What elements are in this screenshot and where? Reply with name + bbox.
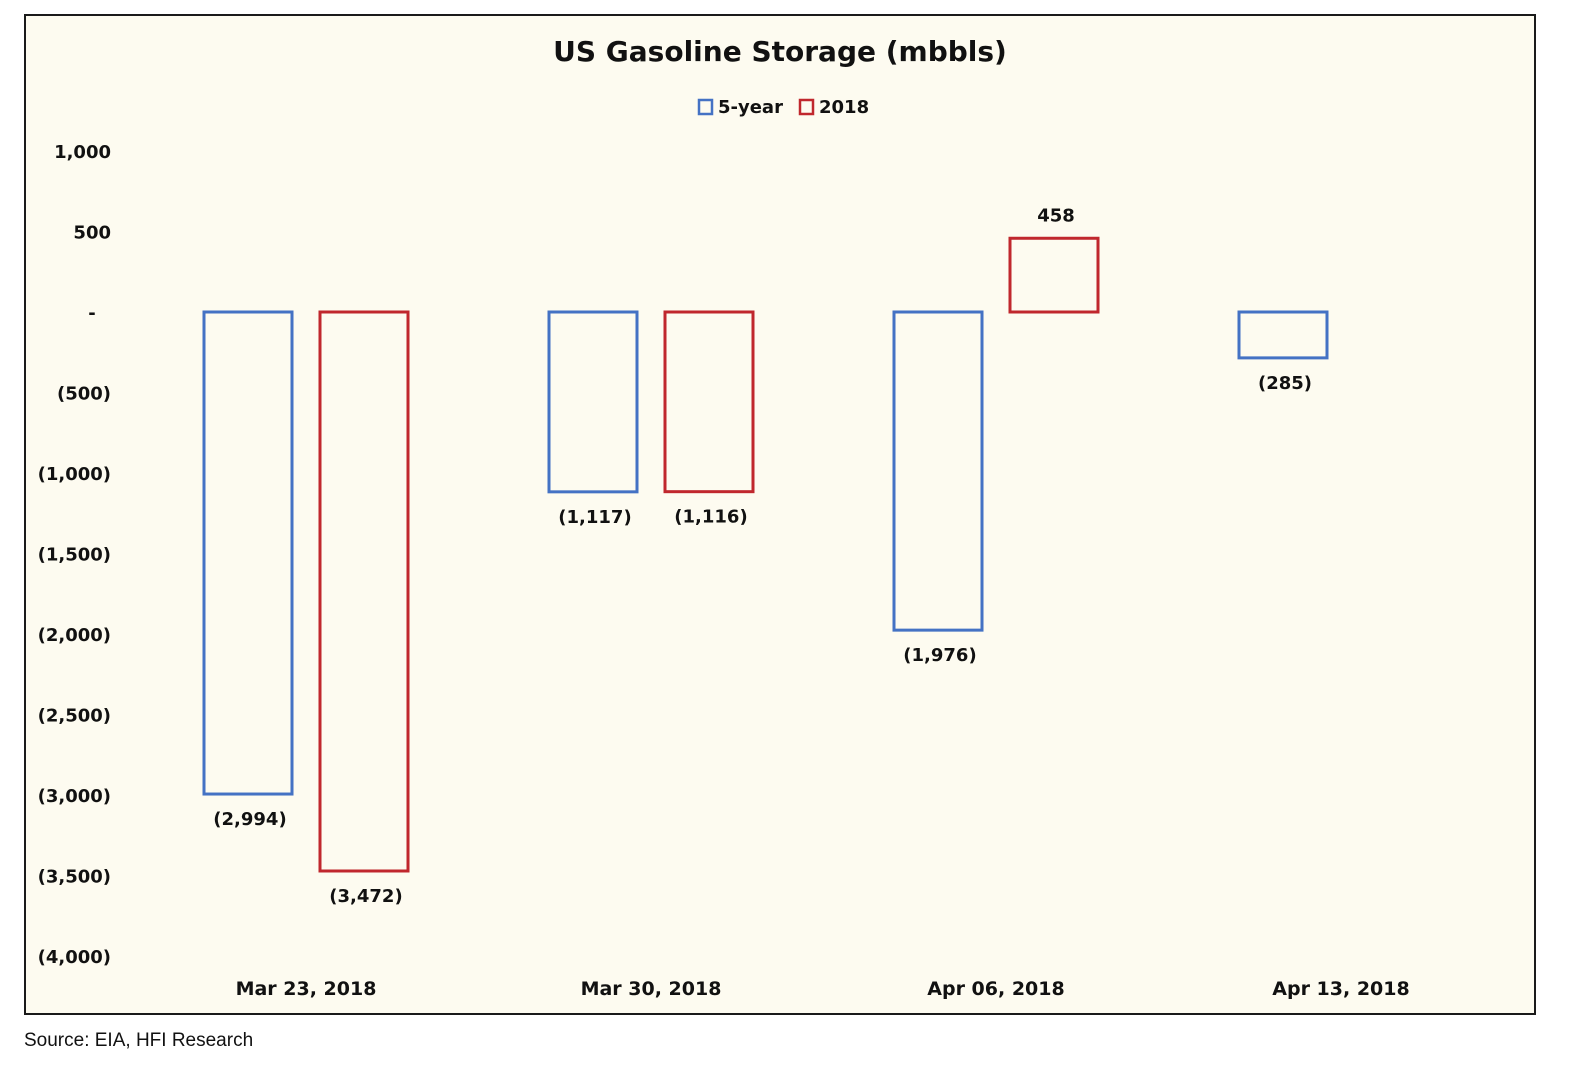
legend-label: 5-year (718, 97, 783, 118)
legend-swatch (798, 98, 815, 116)
data-label: (1,116) (674, 507, 747, 528)
legend: 5-year 2018 (697, 97, 869, 118)
y-tick-label: (500) (57, 384, 111, 405)
y-tick-label: 500 (73, 223, 111, 244)
bar-2018 (1008, 236, 1100, 314)
data-label: 458 (1037, 205, 1075, 226)
bar-five-year (547, 310, 639, 494)
legend-label: 2018 (819, 97, 869, 118)
data-label: (1,117) (558, 507, 631, 528)
y-tick-label: (3,000) (38, 786, 111, 807)
bar-2018 (663, 310, 755, 494)
y-tick-label: (1,000) (38, 464, 111, 485)
value-labels: (2,994) (1,117) (1,976) (285) (3,472) (1,116)… (213, 205, 1312, 907)
y-tick-label: 1,000 (54, 142, 111, 163)
data-label: (2,994) (213, 809, 286, 830)
bar-five-year (202, 310, 294, 796)
x-tick-label: Apr 13, 2018 (1272, 978, 1409, 1000)
y-tick-label: (4,000) (38, 947, 111, 968)
bar-2018 (318, 310, 410, 873)
source-note: Source: EIA, HFI Research (24, 1030, 254, 1051)
y-axis-ticks: 1,000 500 - (500) (1,000) (1,500) (2,000) (2,50… (38, 142, 111, 968)
data-label: (3,472) (329, 886, 402, 907)
chart-title: US Gasoline Storage (mbbls) (553, 35, 1007, 68)
x-axis-ticks: Mar 23, 2018 Mar 30, 2018 Apr 06, 2018 Apr … (236, 978, 1410, 1000)
chart-frame (24, 14, 1536, 1015)
bars (202, 236, 1329, 873)
y-tick-label: (3,500) (38, 867, 111, 888)
x-tick-label: Mar 23, 2018 (236, 978, 377, 1000)
data-label: (1,976) (903, 645, 976, 666)
y-tick-label: - (88, 303, 95, 324)
x-tick-label: Apr 06, 2018 (927, 978, 1064, 1000)
bar-five-year (892, 310, 984, 632)
bar-five-year (1237, 310, 1329, 360)
x-tick-label: Mar 30, 2018 (581, 978, 722, 1000)
y-tick-label: (2,000) (38, 625, 111, 646)
y-tick-label: (2,500) (38, 706, 111, 727)
legend-swatch (697, 98, 714, 116)
data-label: (285) (1258, 373, 1312, 394)
y-tick-label: (1,500) (38, 545, 111, 566)
